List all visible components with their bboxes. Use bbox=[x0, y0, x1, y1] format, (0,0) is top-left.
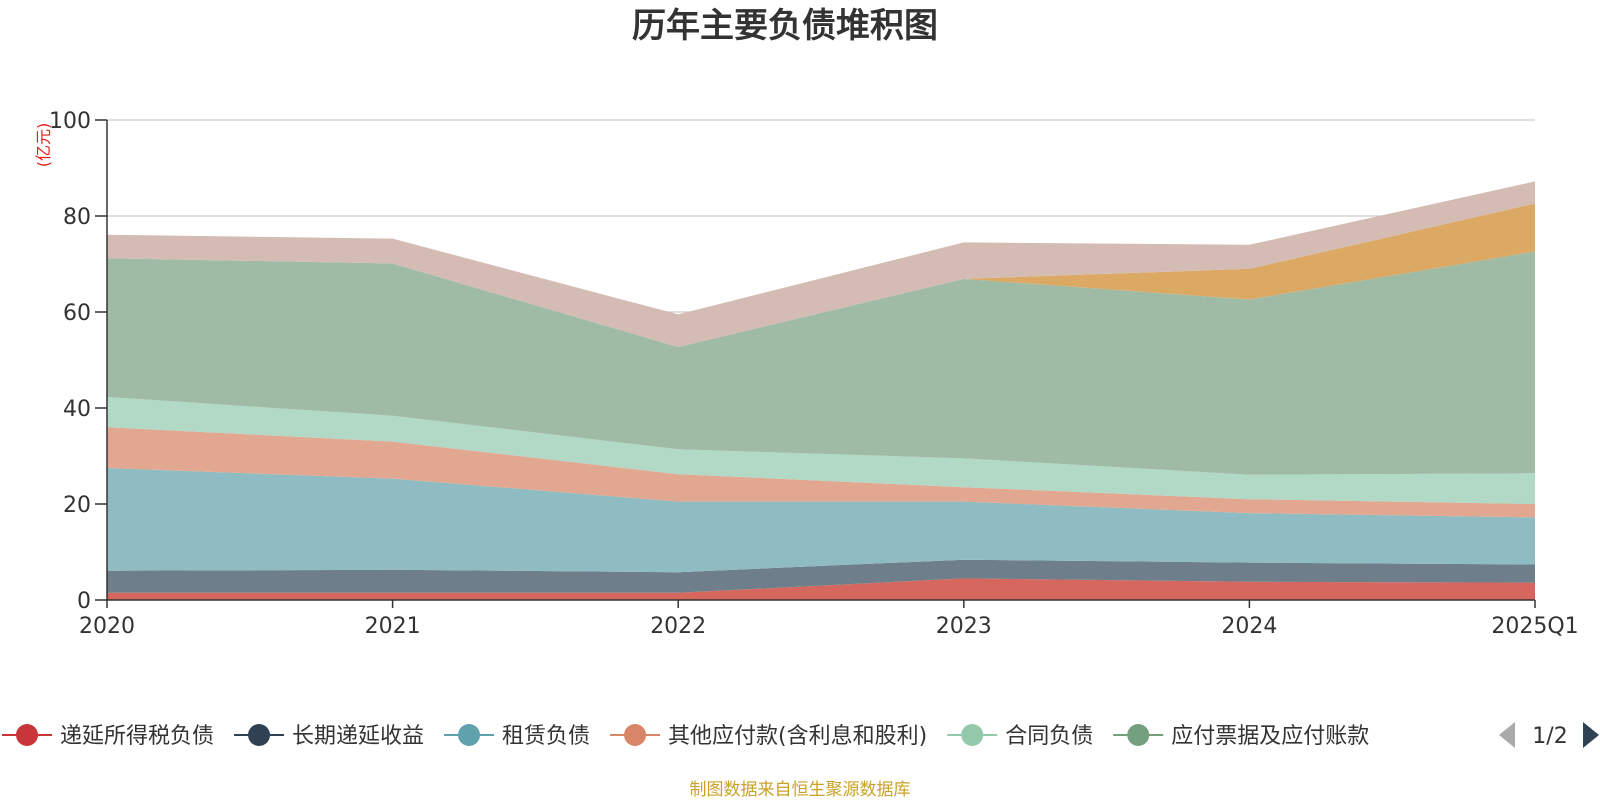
y-tick-label: 80 bbox=[63, 205, 91, 230]
legend-page-indicator: 1/2 bbox=[1532, 724, 1567, 749]
x-tick-label: 2025Q1 bbox=[1491, 614, 1578, 639]
legend-item-2[interactable]: 长期递延收益 bbox=[234, 724, 424, 749]
legend-marker-icon bbox=[961, 724, 984, 746]
legend-item-6[interactable]: 应付票据及应付账款 bbox=[1113, 724, 1369, 749]
x-tick-labels: 2020 2021 2022 2023 2024 2025Q1 bbox=[79, 600, 1579, 639]
y-tick-label: 40 bbox=[63, 397, 91, 422]
y-axis-unit-label: (亿元) bbox=[34, 123, 53, 168]
legend-label: 递延所得税负债 bbox=[60, 724, 214, 749]
area-series-3 bbox=[107, 468, 1535, 573]
x-tick-label: 2023 bbox=[936, 614, 992, 639]
legend-item-5[interactable]: 合同负债 bbox=[947, 724, 1093, 749]
legend-item-4[interactable]: 其他应付款(含利息和股利) bbox=[610, 724, 927, 749]
area-series-5 bbox=[107, 397, 1535, 504]
axes bbox=[106, 120, 1535, 601]
legend-marker-icon bbox=[16, 724, 38, 746]
legend-pager: 1/2 bbox=[1499, 722, 1599, 749]
area-series-6 bbox=[107, 251, 1535, 475]
area-series-4 bbox=[107, 427, 1535, 518]
area-series-2 bbox=[107, 559, 1535, 593]
chart-title: 历年主要负债堆积图 bbox=[632, 6, 938, 46]
area-series-group bbox=[107, 181, 1535, 600]
legend-label: 其他应付款(含利息和股利) bbox=[668, 724, 927, 749]
legend-label: 租赁负债 bbox=[502, 724, 590, 749]
area-series-1 bbox=[107, 578, 1535, 600]
data-source-note: 制图数据来自恒生聚源数据库 bbox=[690, 780, 911, 800]
area-series-8 bbox=[107, 181, 1535, 347]
x-tick-label: 2020 bbox=[79, 614, 135, 639]
legend-marker-icon bbox=[248, 724, 271, 746]
legend: 递延所得税负债 长期递延收益 租赁负债 其他应付款(含利息和股利) 合同负债 应付票据及应… bbox=[2, 724, 1369, 749]
y-tick-labels: 0 20 40 60 80 100 bbox=[49, 109, 107, 614]
y-tick-label: 100 bbox=[49, 109, 91, 134]
legend-label: 应付票据及应付账款 bbox=[1171, 724, 1369, 749]
legend-label: 合同负债 bbox=[1005, 724, 1093, 749]
area-series-7 bbox=[107, 203, 1535, 347]
legend-item-1[interactable]: 递延所得税负债 bbox=[2, 724, 214, 749]
legend-marker-icon bbox=[1127, 724, 1150, 746]
x-tick-label: 2022 bbox=[650, 614, 706, 639]
legend-item-3[interactable]: 租赁负债 bbox=[444, 724, 590, 749]
legend-marker-icon bbox=[458, 724, 481, 746]
legend-prev-icon[interactable] bbox=[1499, 722, 1515, 748]
legend-label: 长期递延收益 bbox=[292, 724, 424, 749]
x-tick-label: 2024 bbox=[1221, 614, 1277, 639]
legend-next-icon[interactable] bbox=[1583, 722, 1599, 748]
y-tick-label: 20 bbox=[63, 493, 91, 518]
x-tick-label: 2021 bbox=[365, 614, 421, 639]
y-tick-label: 60 bbox=[63, 301, 91, 326]
legend-marker-icon bbox=[624, 724, 647, 746]
y-tick-label: 0 bbox=[77, 589, 91, 614]
